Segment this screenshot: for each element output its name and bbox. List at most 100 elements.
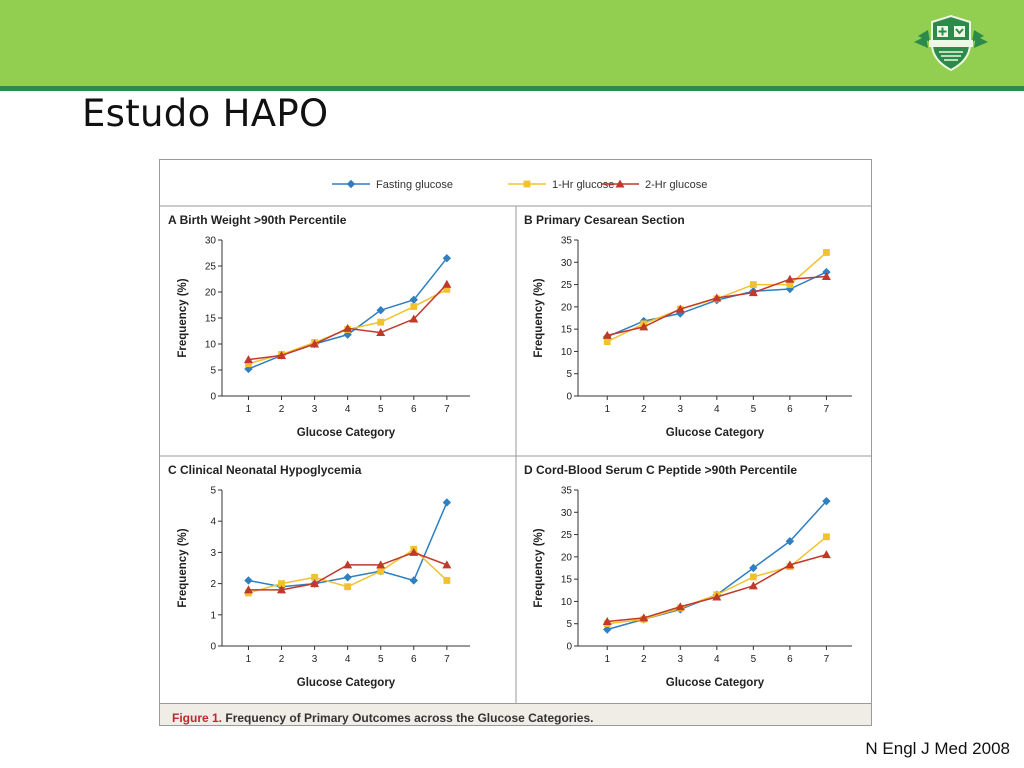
data-point	[311, 573, 318, 581]
legend-marker-3	[615, 179, 625, 188]
y-tick-label: 5	[566, 369, 572, 380]
y-tick-label: 5	[210, 486, 216, 497]
panel-title-d: D Cord-Blood Serum C Peptide >90th Perce…	[524, 463, 797, 477]
data-point	[377, 567, 385, 575]
data-point	[409, 547, 419, 556]
series-line-3	[607, 553, 827, 623]
caption-text: Frequency of Primary Outcomes across the…	[225, 711, 594, 725]
data-point	[343, 560, 353, 569]
header-bar	[0, 0, 1024, 86]
x-tick-label: 7	[824, 654, 830, 665]
panel-title-c: C Clinical Neonatal Hypoglycemia	[168, 463, 362, 477]
series-line-1	[607, 500, 827, 631]
y-tick-label: 35	[561, 236, 573, 247]
panel-title-text: Birth Weight >90th Percentile	[180, 213, 347, 227]
y-tick-label: 15	[561, 325, 573, 336]
data-point	[821, 550, 831, 559]
x-tick-label: 6	[411, 404, 417, 415]
data-point	[310, 339, 320, 348]
figure-frame: Fasting glucose 1-Hr glucose 2-Hr glucose A…	[159, 159, 872, 726]
y-tick-label: 30	[205, 236, 217, 247]
y-tick-label: 1	[210, 610, 216, 621]
x-tick-label: 6	[787, 404, 793, 415]
x-tick-label: 4	[714, 404, 720, 415]
y-axis-label: Frequency (%)	[177, 528, 189, 607]
caption-label: Figure 1.	[172, 711, 223, 725]
x-axis-label: Glucose Category	[666, 677, 765, 689]
data-point	[442, 279, 452, 288]
y-tick-label: 15	[205, 314, 217, 325]
y-tick-label: 20	[561, 302, 573, 313]
x-tick-label: 4	[714, 654, 720, 665]
panel-letter: D	[524, 463, 536, 477]
data-point	[786, 281, 794, 288]
legend-label-2: 1-Hr glucose	[552, 179, 614, 191]
data-point	[245, 360, 252, 368]
y-tick-label: 10	[561, 597, 573, 608]
panel-a: A Birth Weight >90th Percentile051015202…	[168, 213, 470, 439]
data-point	[675, 304, 685, 313]
x-tick-label: 4	[345, 404, 351, 415]
data-point	[785, 537, 795, 546]
data-point	[376, 560, 386, 569]
panel-d: D Cord-Blood Serum C Peptide >90th Perce…	[524, 463, 852, 689]
data-point	[310, 579, 320, 588]
data-point	[443, 286, 451, 293]
y-tick-label: 20	[205, 288, 217, 299]
y-axis-label: Frequency (%)	[177, 278, 189, 357]
data-point	[244, 576, 253, 585]
x-tick-label: 5	[378, 404, 384, 415]
slide-title: Estudo HAPO	[82, 92, 329, 135]
x-tick-label: 1	[604, 654, 610, 665]
x-tick-label: 2	[279, 654, 285, 665]
x-tick-label: 2	[279, 404, 285, 415]
x-tick-label: 5	[751, 654, 757, 665]
y-tick-label: 5	[210, 366, 216, 377]
y-tick-label: 25	[205, 262, 217, 273]
x-tick-label: 3	[678, 404, 684, 415]
data-point	[823, 249, 830, 256]
x-tick-label: 7	[824, 404, 830, 415]
data-point	[442, 498, 452, 507]
data-point	[748, 581, 758, 590]
y-tick-label: 3	[210, 548, 216, 559]
data-point	[442, 560, 452, 569]
data-point	[442, 254, 452, 263]
data-point	[785, 560, 795, 569]
data-point	[410, 303, 418, 310]
x-tick-label: 4	[345, 654, 351, 665]
data-point	[602, 616, 612, 625]
y-tick-label: 5	[566, 619, 572, 630]
data-point	[443, 577, 451, 584]
y-tick-label: 30	[561, 508, 573, 519]
x-tick-label: 3	[312, 404, 318, 415]
x-tick-label: 2	[641, 654, 647, 665]
shield-logo-icon	[914, 14, 988, 72]
panel-title-text: Clinical Neonatal Hypoglycemia	[180, 463, 362, 477]
x-tick-label: 5	[378, 654, 384, 665]
x-tick-label: 6	[787, 654, 793, 665]
x-tick-label: 5	[751, 404, 757, 415]
y-tick-label: 10	[205, 340, 217, 351]
data-point	[409, 314, 419, 323]
panel-title-text: Cord-Blood Serum C Peptide >90th Percent…	[536, 463, 797, 477]
x-axis-label: Glucose Category	[297, 427, 396, 439]
y-tick-label: 2	[210, 579, 216, 590]
x-tick-label: 1	[246, 654, 252, 665]
citation: N Engl J Med 2008	[865, 739, 1010, 758]
x-tick-label: 2	[641, 404, 647, 415]
data-point	[377, 318, 385, 326]
x-tick-label: 1	[604, 404, 610, 415]
y-tick-label: 15	[561, 575, 573, 586]
y-axis-label: Frequency (%)	[533, 528, 545, 607]
panel-title-b: B Primary Cesarean Section	[524, 213, 685, 227]
y-tick-label: 10	[561, 347, 573, 358]
x-tick-label: 1	[246, 404, 252, 415]
x-tick-label: 7	[444, 654, 450, 665]
legend-marker-1	[346, 179, 356, 189]
header-divider	[0, 86, 1024, 91]
figure-chart: Fasting glucose 1-Hr glucose 2-Hr glucose A…	[160, 179, 871, 703]
data-point	[409, 576, 418, 585]
y-tick-label: 0	[566, 642, 572, 653]
data-point	[675, 602, 685, 611]
